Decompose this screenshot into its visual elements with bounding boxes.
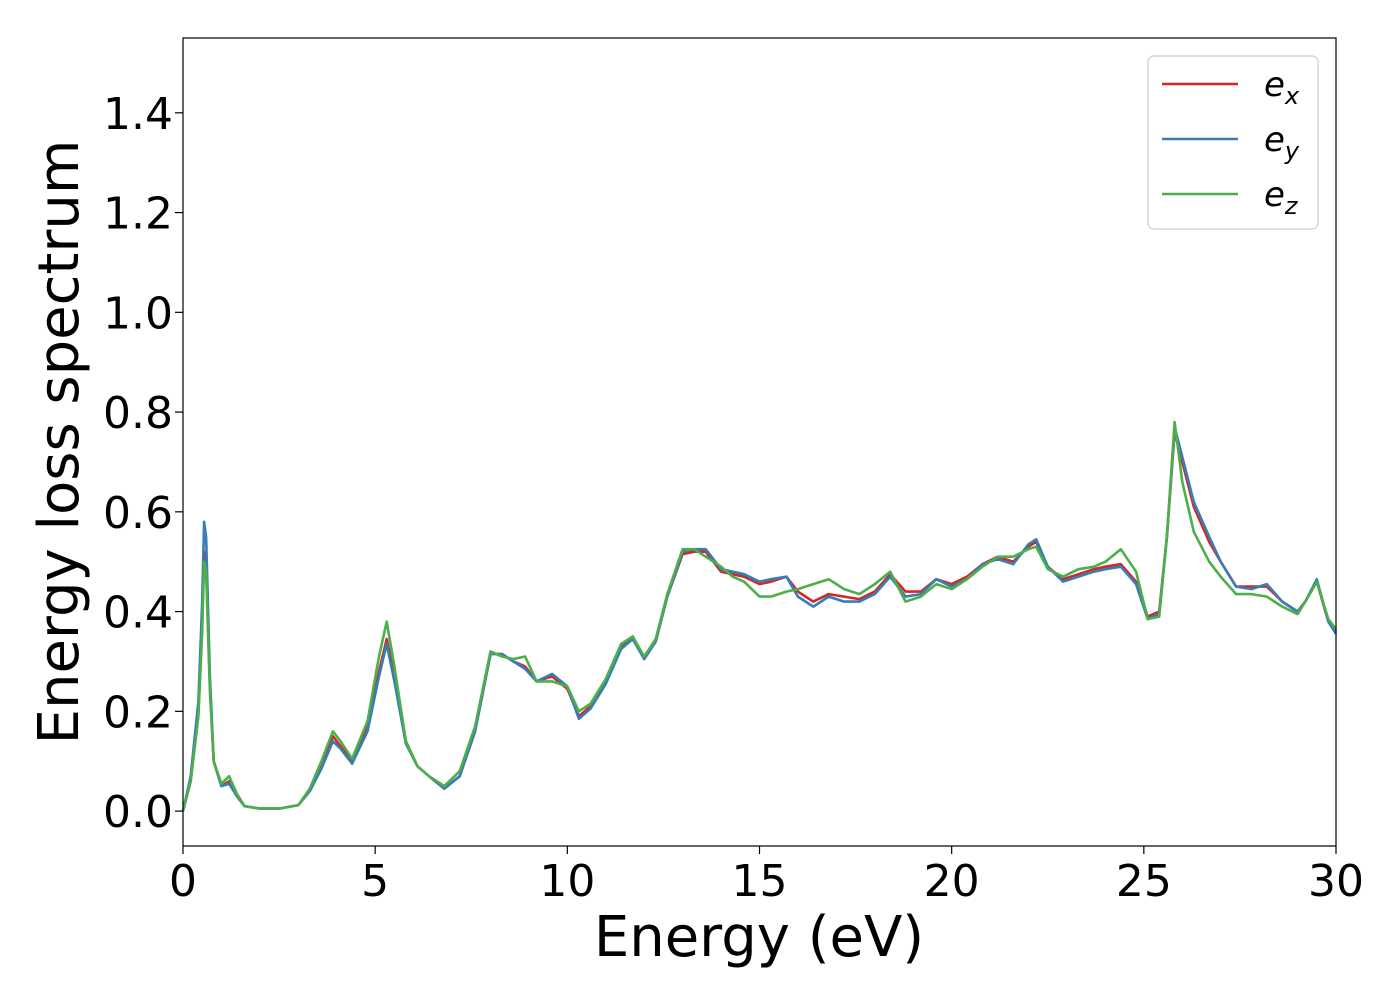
- y-tick-label: 1.0: [103, 288, 173, 339]
- y-tick-label: 0.8: [103, 388, 173, 439]
- legend-items: ex ey ez: [1162, 65, 1300, 220]
- series-lines: [181, 420, 1338, 812]
- x-axis-title: Energy (eV): [594, 905, 924, 970]
- x-axis: 0 5 10 15 20 25 30: [169, 846, 1364, 907]
- series-line-z: [181, 420, 1338, 812]
- legend: ex ey ez: [1147, 55, 1319, 230]
- y-tick-label: 0.0: [103, 787, 173, 838]
- x-tick-label: 25: [1116, 856, 1172, 907]
- y-tick-label: 1.4: [103, 89, 173, 140]
- x-tick-label: 15: [732, 856, 788, 907]
- x-tick-label: 0: [169, 856, 197, 907]
- y-tick-label: 0.2: [103, 687, 173, 738]
- y-tick-label: 0.6: [103, 488, 173, 539]
- y-axis-title: Energy loss spectrum: [27, 140, 92, 745]
- x-tick-label: 20: [924, 856, 980, 907]
- y-tick-label: 1.2: [103, 189, 173, 240]
- x-tick-label: 5: [361, 856, 389, 907]
- x-tick-label: 30: [1308, 856, 1364, 907]
- x-tick-label: 10: [539, 856, 595, 907]
- legend-label-y: ey: [1264, 120, 1300, 165]
- y-axis: 0.0 0.2 0.4 0.6 0.8 1.0 1.2 1.4: [103, 89, 183, 838]
- legend-label-x: ex: [1264, 65, 1300, 110]
- legend-box: [1147, 55, 1319, 230]
- series-line-y: [181, 425, 1338, 812]
- y-tick-label: 0.4: [103, 588, 173, 639]
- legend-label-z: ez: [1264, 175, 1299, 220]
